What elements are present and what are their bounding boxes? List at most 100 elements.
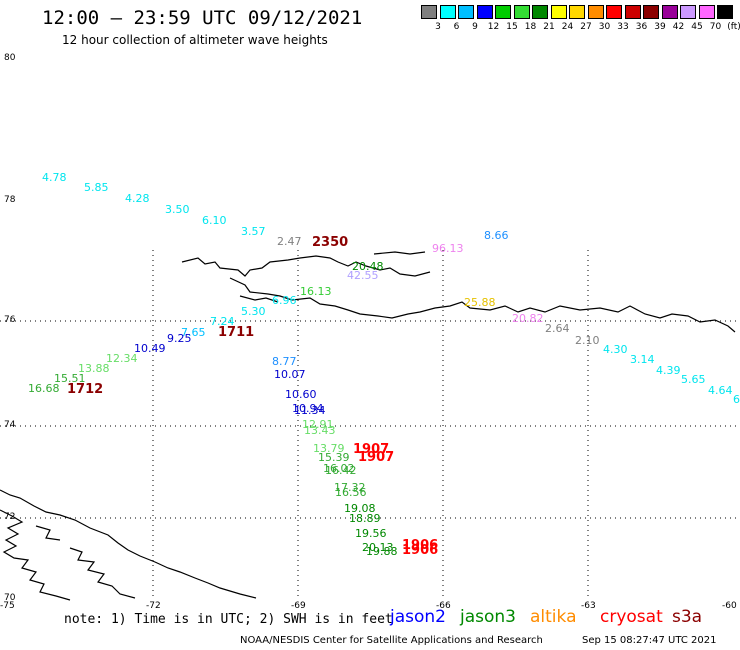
wave-height-value: 12.34 <box>106 352 138 365</box>
wave-height-value: 19.88 <box>366 545 398 558</box>
wave-height-value: 16.68 <box>28 382 60 395</box>
lon-label: -60 <box>722 601 737 611</box>
wave-height-value: 96.13 <box>432 242 464 255</box>
color-scale-label: 24 <box>561 22 574 32</box>
legend-altika: altika <box>530 607 577 627</box>
color-scale-label: 42 <box>672 22 685 32</box>
pass-time-label: 1712 <box>67 382 103 397</box>
color-scale-label: 21 <box>543 22 555 32</box>
wave-height-value: 4.78 <box>42 171 67 184</box>
wave-height-value: 13.43 <box>304 424 336 437</box>
wave-height-value: 11.34 <box>294 404 326 417</box>
color-swatch <box>624 5 641 19</box>
legend-s3a: s3a <box>672 607 703 627</box>
wave-height-value: 16.42 <box>325 464 357 477</box>
wave-height-value: 20.82 <box>512 312 544 325</box>
lat-label: 72 <box>4 512 15 522</box>
wave-height-value: 6 <box>733 393 740 406</box>
color-swatch <box>606 5 622 19</box>
color-scale-label: 18 <box>524 22 537 32</box>
color-swatch <box>458 5 474 19</box>
wave-height-value: 19.56 <box>355 527 387 540</box>
wave-height-value: 5.30 <box>241 305 266 318</box>
pass-time-label: 1907 <box>358 450 394 465</box>
credit-line: NOAA/NESDIS Center for Satellite Applica… <box>240 635 543 646</box>
wave-height-value: 8.66 <box>484 229 509 242</box>
lon-label: -69 <box>291 601 306 611</box>
wave-height-value: 5.65 <box>681 373 706 386</box>
page-title: 12:00 – 23:59 UTC 09/12/2021 <box>42 7 363 29</box>
lat-label: 76 <box>4 315 16 325</box>
color-scale-label: 30 <box>598 22 611 32</box>
color-scale-label: 36 <box>635 22 648 32</box>
wave-height-value: 20.48 <box>352 260 384 273</box>
wave-height-value: 2.47 <box>277 235 302 248</box>
wave-height-value: 20.13 <box>362 541 394 554</box>
wave-height-value: 6.10 <box>202 214 227 227</box>
color-swatch <box>698 5 715 19</box>
wave-height-value: 15.51 <box>54 372 86 385</box>
axis-labels: 80 78 76 74 72 70 -75 -72 -69 -66 -63 -6… <box>0 53 737 611</box>
wave-height-value: 4.39 <box>656 364 681 377</box>
wave-height-value: 3.57 <box>241 225 266 238</box>
color-scale-label: 9 <box>472 22 478 32</box>
wave-height-value: 4.30 <box>603 343 628 356</box>
lat-label: 74 <box>4 420 16 430</box>
wave-height-value: 2.64 <box>545 322 570 335</box>
generated-timestamp: Sep 15 08:27:47 UTC 2021 <box>582 635 717 646</box>
wave-height-value: 10.49 <box>134 342 166 355</box>
wave-height-value: 7.24 <box>210 315 235 328</box>
wave-height-value: 9.25 <box>167 332 192 345</box>
wave-height-value: 10.94 <box>292 402 324 415</box>
graticule <box>0 250 740 600</box>
color-swatch <box>569 5 585 19</box>
color-swatch <box>532 5 548 19</box>
wave-height-value: 10.60 <box>285 388 317 401</box>
color-scale-label: 27 <box>580 22 592 32</box>
wave-height-value: 8.77 <box>272 355 297 368</box>
wave-height-value: 10.07 <box>274 368 306 381</box>
color-scale-label: 3 <box>435 22 441 32</box>
footnote: note: 1) Time is in UTC; 2) SWH is in fe… <box>64 612 393 627</box>
wave-height-value: 15.39 <box>318 451 350 464</box>
wave-height-value: 16.56 <box>335 486 367 499</box>
color-scale-label: 6 <box>453 22 460 32</box>
color-swatch <box>680 5 696 19</box>
color-swatch <box>476 5 493 19</box>
pass-time-label: 1711 <box>218 325 254 340</box>
lon-label: -66 <box>436 601 451 611</box>
color-swatch <box>495 5 511 19</box>
color-swatch <box>587 5 604 19</box>
color-swatch <box>643 5 659 19</box>
wave-height-value: 5.85 <box>84 181 109 194</box>
color-scale-label: 39 <box>654 22 666 32</box>
wave-height-value: 6.96 <box>272 294 297 307</box>
pass-time-label: 1906 <box>402 543 438 558</box>
color-scale-label: 15 <box>506 22 518 32</box>
color-swatch <box>439 5 456 19</box>
wave-height-value: 25.88 <box>464 296 496 309</box>
wave-height-value: 17.32 <box>334 481 366 494</box>
lat-label: 80 <box>4 53 16 63</box>
wave-height-value: 18.89 <box>349 512 381 525</box>
color-swatch <box>550 5 567 19</box>
color-scale-label: (ft) <box>727 22 740 32</box>
wave-height-value: 12.91 <box>302 418 334 431</box>
legend-jason3: jason3 <box>460 607 516 627</box>
color-scale-label: 33 <box>617 22 629 32</box>
lat-label: 70 <box>4 593 16 603</box>
color-scale-label: 45 <box>691 22 703 32</box>
color-scale-label: 70 <box>709 22 722 32</box>
wave-height-value: 16.02 <box>323 462 355 475</box>
wave-height-value: 13.88 <box>78 362 110 375</box>
pass-time-label: 2350 <box>312 235 348 250</box>
color-swatch <box>513 5 530 19</box>
wave-height-value: 4.64 <box>708 384 733 397</box>
wave-height-observations: 4.78 5.85 4.28 3.50 6.10 3.57 2.47 2350 96.13 8.6… <box>28 171 740 558</box>
legend-cryosat: cryosat <box>600 607 663 627</box>
color-swatch <box>421 5 437 19</box>
lon-label: -75 <box>0 601 15 611</box>
color-swatch <box>661 5 678 19</box>
wave-height-value: 7.65 <box>181 326 206 339</box>
